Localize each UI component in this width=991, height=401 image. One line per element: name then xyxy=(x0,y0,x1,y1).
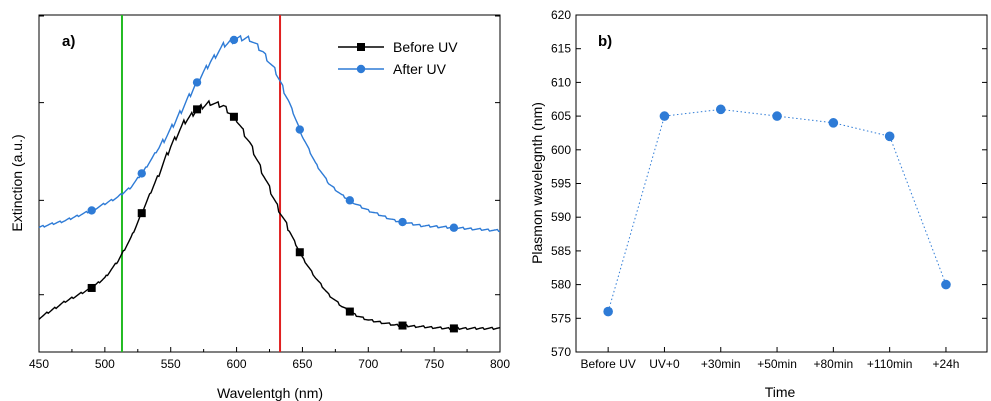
data-point xyxy=(295,248,304,257)
series-line xyxy=(38,99,501,331)
x-tick-label: 450 xyxy=(29,357,49,371)
x-tick-label: +30min xyxy=(701,357,741,371)
panel-a-legend: Before UV After UV xyxy=(338,39,458,77)
data-point xyxy=(884,131,895,142)
panel-b-label: b) xyxy=(598,33,612,50)
legend-marker xyxy=(357,43,365,51)
panel-b-y-axis-label: Plasmon wavelegnth (nm) xyxy=(529,102,545,264)
data-point xyxy=(603,306,613,317)
data-point xyxy=(941,279,951,290)
legend-marker xyxy=(356,64,366,74)
panel-a-y-axis-label: Extinction (a.u.) xyxy=(9,134,25,231)
y-tick-label: 575 xyxy=(551,311,571,325)
data-point xyxy=(193,105,202,114)
x-tick-label: 700 xyxy=(358,357,378,371)
x-tick-label: 500 xyxy=(95,357,115,371)
x-tick-label: 750 xyxy=(424,357,444,371)
series-line xyxy=(607,108,947,312)
y-tick-label: 620 xyxy=(551,8,571,22)
data-point xyxy=(449,223,459,232)
panel-a-series xyxy=(38,34,501,333)
x-tick-label: 650 xyxy=(292,357,312,371)
data-point xyxy=(192,78,202,87)
y-tick-label: 585 xyxy=(551,244,571,258)
y-tick-label: 605 xyxy=(551,109,571,123)
data-point xyxy=(715,104,726,115)
data-point xyxy=(828,118,839,128)
data-point xyxy=(137,169,146,178)
x-tick-label: Before UV xyxy=(580,357,635,371)
x-tick-label: 550 xyxy=(161,357,181,371)
legend-label: Before UV xyxy=(393,39,458,55)
data-point xyxy=(659,111,670,121)
series-line xyxy=(38,34,501,233)
data-point xyxy=(449,324,458,333)
panel-a-chart: 450 500 550 600 650 700 750 800 a) Wavelentgh (… xyxy=(9,14,510,401)
panel-b-plot-frame xyxy=(575,14,988,353)
legend-label: After UV xyxy=(393,61,447,77)
data-point xyxy=(345,196,355,205)
panel-a-ticks: 450 500 550 600 650 700 750 800 xyxy=(29,15,510,371)
x-tick-label: 600 xyxy=(227,357,247,371)
data-point xyxy=(398,217,407,227)
panel-b-chart: 570 575 580 585 590 595 600 605 610 615 620 Before … xyxy=(529,8,988,400)
y-tick-label: 600 xyxy=(551,143,571,157)
panel-b-ticks: 570 575 580 585 590 595 600 605 610 615 620 Before … xyxy=(551,8,987,371)
x-tick-label: 800 xyxy=(490,357,510,371)
data-point xyxy=(772,111,782,121)
panel-b-x-axis-label: Time xyxy=(765,384,796,400)
data-point xyxy=(229,112,238,121)
x-tick-label: +50min xyxy=(757,357,797,371)
data-point xyxy=(87,283,96,292)
panel-b-series xyxy=(603,104,951,317)
data-point xyxy=(87,206,96,215)
x-tick-label: UV+0 xyxy=(649,357,680,371)
data-point xyxy=(398,321,407,330)
x-tick-label: +80min xyxy=(814,357,854,371)
data-point xyxy=(229,35,239,45)
x-tick-label: +24h xyxy=(932,357,959,371)
data-point xyxy=(295,125,304,134)
x-tick-label: +110min xyxy=(867,357,912,371)
y-tick-label: 590 xyxy=(551,210,571,224)
panel-a-reference-lines xyxy=(120,15,282,352)
y-tick-label: 610 xyxy=(551,75,571,89)
y-tick-label: 615 xyxy=(551,42,571,56)
y-tick-label: 595 xyxy=(551,177,571,191)
y-tick-label: 580 xyxy=(551,278,571,292)
panel-a-label: a) xyxy=(62,33,75,50)
data-point xyxy=(345,307,354,316)
y-tick-label: 570 xyxy=(551,345,571,359)
data-point xyxy=(137,209,146,218)
panel-a-x-axis-label: Wavelentgh (nm) xyxy=(217,385,323,401)
